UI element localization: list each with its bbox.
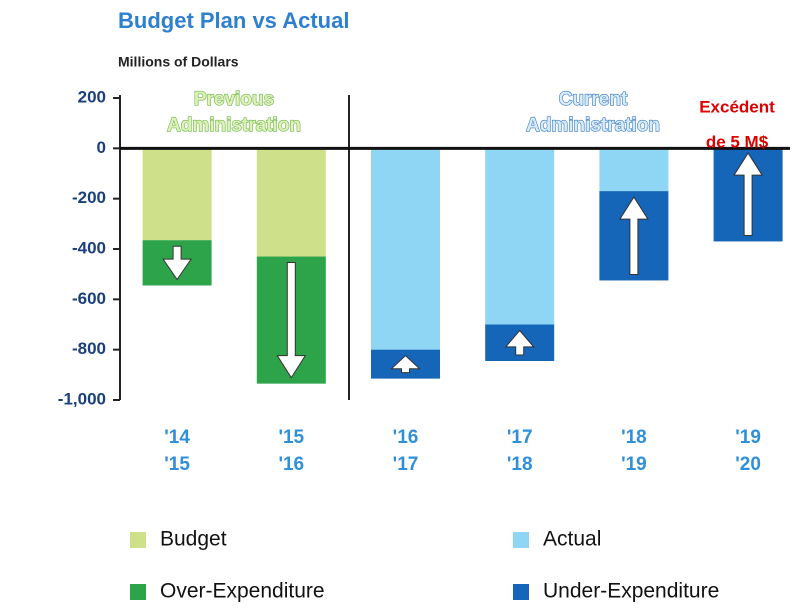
x-tick-label: '20 xyxy=(735,454,761,475)
legend-swatch xyxy=(130,532,146,548)
legend-swatch xyxy=(513,532,529,548)
y-tick-label: -400 xyxy=(72,238,106,257)
annotation: Current xyxy=(559,89,628,110)
x-tick-label: '18 xyxy=(507,454,533,475)
bar xyxy=(371,148,440,350)
legend-label: Under-Expenditure xyxy=(543,580,719,603)
y-tick-label: 200 xyxy=(78,87,106,106)
arrow xyxy=(276,262,307,379)
x-tick-label: '18 xyxy=(621,427,647,448)
chart-title: Budget Plan vs Actual xyxy=(118,8,349,33)
x-tick-label: '16 xyxy=(393,427,419,448)
bar xyxy=(485,148,555,325)
x-tick-label: '17 xyxy=(393,454,419,475)
annotation: Administration xyxy=(167,115,301,136)
annotation: de 5 M$ xyxy=(706,132,769,151)
legend-swatch xyxy=(130,584,146,600)
bar xyxy=(256,148,326,257)
x-tick-label: '15 xyxy=(164,454,190,475)
x-tick-label: '15 xyxy=(278,427,304,448)
x-tick-label: '17 xyxy=(507,427,533,448)
bar xyxy=(142,148,212,241)
y-tick-label: 0 xyxy=(97,138,106,157)
arrow xyxy=(618,196,649,275)
x-tick-label: '19 xyxy=(735,427,761,448)
x-tick-label: '16 xyxy=(278,454,304,475)
y-tick-label: -800 xyxy=(72,339,106,358)
y-tick-label: -600 xyxy=(72,289,106,308)
arrow xyxy=(162,245,193,281)
arrow xyxy=(733,152,764,236)
arrow xyxy=(390,354,421,374)
annotation: Administration xyxy=(526,115,660,136)
legend-label: Actual xyxy=(543,528,601,551)
bar xyxy=(599,148,669,192)
y-tick-label: -1,000 xyxy=(58,389,106,408)
x-tick-label: '14 xyxy=(164,427,190,448)
chart-subtitle: Millions of Dollars xyxy=(118,54,239,70)
legend-label: Over-Expenditure xyxy=(160,580,325,603)
legend-swatch xyxy=(513,584,529,600)
annotation: Previous xyxy=(194,89,274,110)
legend-label: Budget xyxy=(160,528,227,551)
x-tick-label: '19 xyxy=(621,454,647,475)
arrow xyxy=(504,329,535,356)
y-tick-label: -200 xyxy=(72,188,106,207)
annotation: Excédent xyxy=(699,97,775,116)
